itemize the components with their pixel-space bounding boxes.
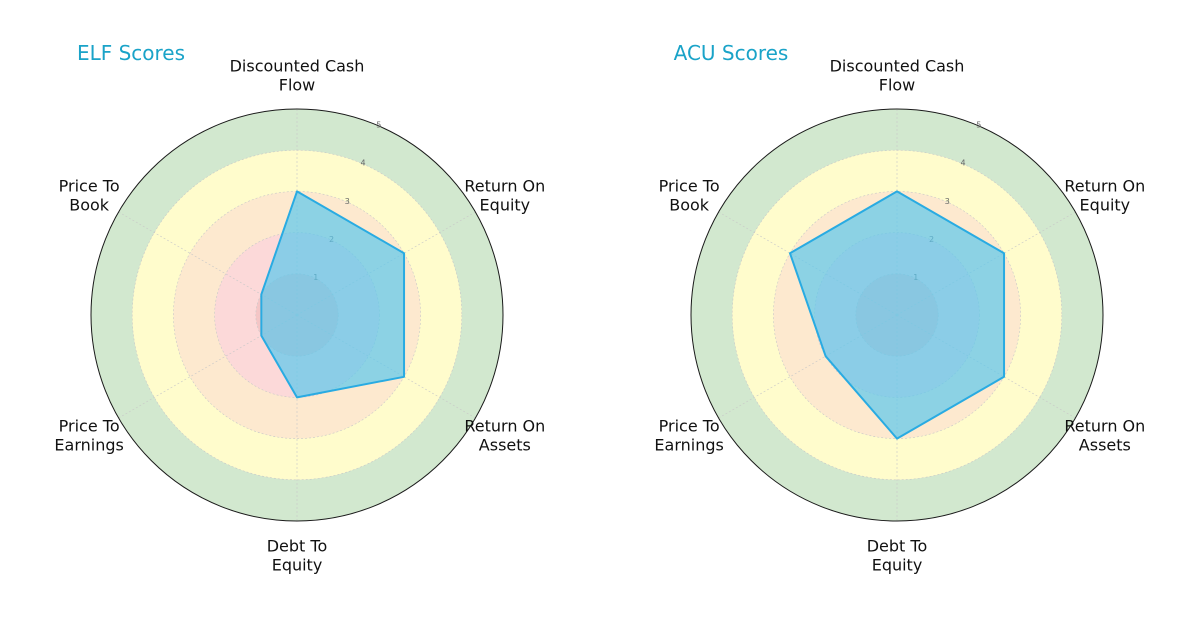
axis-label: Discounted Cash Flow xyxy=(830,57,965,95)
radial-tick-label: 5 xyxy=(976,121,981,130)
grid-circle-3 xyxy=(173,191,421,439)
polar-frame xyxy=(90,108,504,522)
axis-label: Price To Earnings xyxy=(654,417,723,455)
grid-circle-3 xyxy=(773,191,1021,439)
axis-label: Price To Earnings xyxy=(54,417,123,455)
axis-label: Return On Equity xyxy=(464,177,545,215)
score-polygon xyxy=(260,190,406,399)
axis-label: Return On Assets xyxy=(464,417,545,455)
axis-label: Return On Equity xyxy=(1064,177,1145,215)
radial-tick-label: 3 xyxy=(345,197,350,206)
radial-tick-label: 4 xyxy=(361,159,366,168)
radial-tick-label: 4 xyxy=(961,159,966,168)
axis-label: Price To Book xyxy=(59,177,120,215)
score-polygon xyxy=(788,190,1006,440)
polar-frame xyxy=(690,108,1104,522)
axis-label: Return On Assets xyxy=(1064,417,1145,455)
radial-tick-label: 5 xyxy=(376,121,381,130)
chart-title: ELF Scores xyxy=(77,41,185,65)
axis-label: Debt To Equity xyxy=(867,537,928,575)
axis-label: Discounted Cash Flow xyxy=(230,57,365,95)
axis-label: Price To Book xyxy=(659,177,720,215)
radial-tick-label: 3 xyxy=(945,197,950,206)
chart-title: ACU Scores xyxy=(674,41,789,65)
axis-label: Debt To Equity xyxy=(267,537,328,575)
